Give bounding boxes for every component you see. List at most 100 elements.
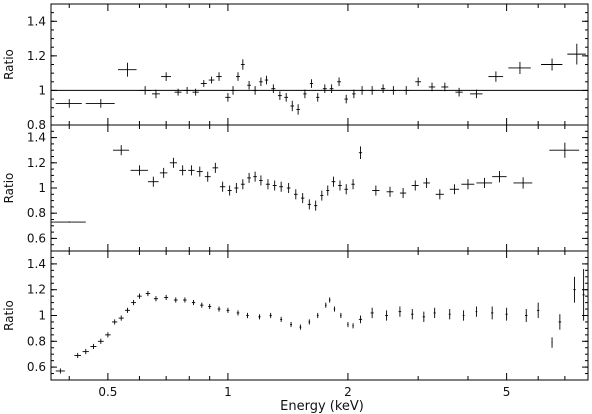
data-point	[403, 86, 409, 95]
data-point	[351, 179, 355, 190]
x-tick-label: 2	[344, 385, 352, 399]
data-point	[236, 72, 240, 81]
data-point	[309, 79, 314, 88]
data-point	[264, 75, 269, 85]
data-point	[333, 306, 336, 312]
y-tick-label: 0.8	[27, 334, 46, 348]
data-point	[411, 180, 419, 191]
data-point	[307, 199, 311, 210]
data-point	[284, 93, 289, 102]
data-point	[55, 368, 65, 374]
data-point	[370, 307, 374, 319]
data-point	[208, 303, 212, 310]
data-point	[358, 146, 363, 160]
data-point	[279, 181, 284, 192]
data-point	[97, 338, 104, 344]
data-point	[290, 100, 295, 112]
data-point	[236, 310, 240, 316]
data-point	[428, 82, 436, 92]
data-point	[558, 314, 562, 330]
data-point	[582, 269, 585, 321]
y-tick-label: 1	[38, 83, 46, 97]
data-point	[51, 221, 86, 223]
x-tick-label: 1	[224, 385, 232, 399]
data-point	[422, 311, 425, 322]
y-tick-label: 1.2	[27, 283, 46, 297]
data-point	[90, 343, 97, 350]
data-point	[433, 307, 436, 319]
data-point	[216, 72, 222, 81]
data-point	[173, 297, 178, 303]
y-tick-label: 1	[38, 181, 46, 195]
data-point	[308, 319, 311, 325]
data-point	[240, 179, 245, 190]
data-point	[303, 89, 307, 99]
data-point	[455, 87, 463, 97]
data-point	[147, 176, 159, 187]
data-point	[183, 297, 187, 303]
data-point	[153, 296, 159, 302]
y-axis-label: Ratio	[2, 300, 16, 331]
data-point	[326, 185, 330, 196]
data-point	[231, 86, 236, 95]
y-tick-label: 1.4	[27, 257, 46, 271]
data-point	[159, 167, 168, 178]
data-point	[192, 88, 199, 96]
panel-3: 0.6 0.8 1 1.2 1.4 Ratio	[2, 250, 589, 381]
data-point	[338, 180, 342, 191]
data-point	[219, 181, 226, 192]
data-point	[280, 316, 283, 322]
data-point	[448, 309, 451, 320]
data-point	[191, 300, 196, 306]
data-point	[286, 182, 291, 194]
data-point	[296, 104, 300, 115]
data-point	[259, 77, 263, 87]
data-point	[344, 94, 348, 104]
data-point	[328, 297, 331, 303]
data-point	[360, 86, 365, 95]
data-point	[151, 89, 160, 99]
data-point	[541, 58, 563, 71]
y-tick-label: 1.4	[27, 131, 46, 145]
data-point	[549, 142, 580, 158]
y-tick-label: 0.8	[27, 206, 46, 220]
data-point	[386, 186, 394, 197]
data-point	[316, 93, 320, 102]
data-point	[411, 309, 414, 320]
data-point	[183, 86, 191, 94]
data-point	[358, 315, 363, 324]
data-point	[265, 179, 270, 190]
data-point	[567, 43, 586, 65]
data-point	[174, 88, 182, 96]
data-point	[208, 76, 215, 84]
data-point	[196, 166, 203, 177]
data-point	[322, 84, 327, 94]
data-point	[246, 312, 249, 319]
data-point	[314, 200, 318, 211]
data-point	[111, 319, 118, 325]
data-point	[212, 162, 219, 173]
data-point	[441, 82, 449, 92]
data-point	[277, 91, 282, 100]
data-point	[551, 337, 553, 348]
data-point	[340, 312, 342, 319]
data-point	[476, 177, 493, 188]
data-point	[161, 72, 172, 81]
data-point	[399, 188, 407, 199]
panel-2: 0.6 0.8 1 1.2 1.4 Ratio	[2, 124, 589, 252]
data-point	[385, 310, 388, 321]
x-axis-label: Energy (keV)	[280, 399, 364, 414]
data-point	[491, 306, 494, 320]
data-point	[300, 193, 305, 204]
data-point	[204, 171, 211, 182]
panel-frame	[50, 124, 589, 252]
data-point	[415, 77, 422, 87]
data-point	[130, 165, 148, 176]
data-point	[55, 99, 82, 108]
data-point	[290, 321, 293, 328]
data-point	[85, 99, 115, 108]
data-point	[299, 324, 302, 330]
panel-1: 0.8 1 1.2 1.4 Ratio	[2, 3, 589, 132]
data-point	[74, 352, 81, 359]
y-tick-label: 1.2	[27, 49, 46, 63]
